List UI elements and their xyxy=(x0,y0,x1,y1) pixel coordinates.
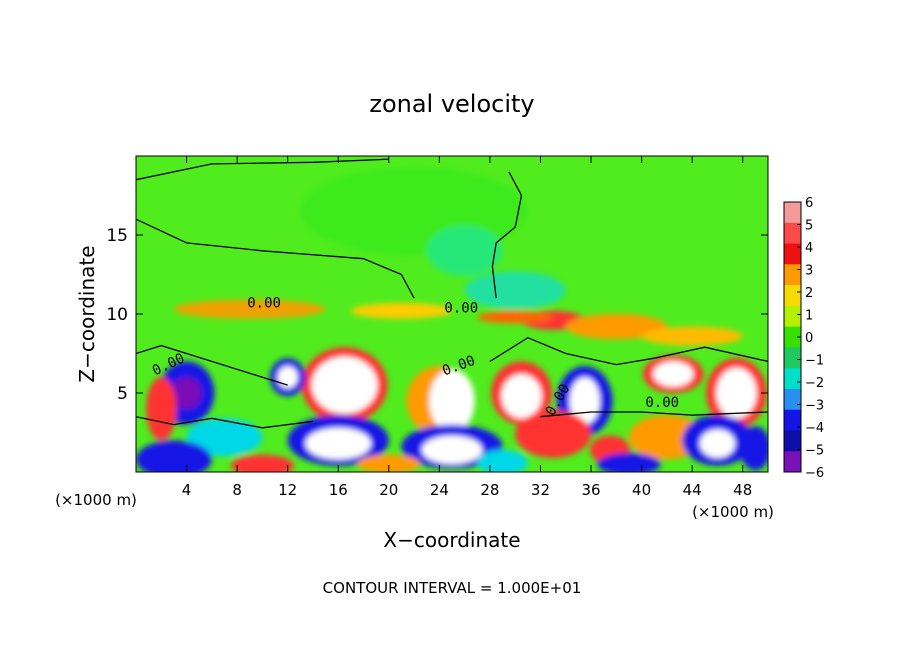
chart-title: zonal velocity xyxy=(369,90,534,118)
x-tick-label: 20 xyxy=(379,481,398,499)
contour-line xyxy=(540,411,768,418)
heatmap-field xyxy=(136,156,768,472)
x-tick-label: 4 xyxy=(182,481,192,499)
velocity-anomaly xyxy=(146,377,177,441)
colorbar-tick-label: 2 xyxy=(805,286,813,301)
velocity-anomaly xyxy=(350,302,452,319)
colorbar-tick-label: 6 xyxy=(805,196,813,211)
velocity-anomaly xyxy=(740,426,768,471)
colorbar-swatch xyxy=(784,285,801,307)
velocity-anomaly xyxy=(464,271,566,310)
velocity-anomaly xyxy=(716,367,757,419)
y-tick-label: 5 xyxy=(117,384,128,404)
velocity-anomaly xyxy=(357,454,421,472)
y-axis: 5 10 15 xyxy=(106,226,768,404)
velocity-anomaly xyxy=(652,361,694,387)
colorbar: 6 5 4 3 2 1 0 −1 −2 −3 −4 −5 −6 xyxy=(783,196,824,481)
x-tick-label: 40 xyxy=(632,481,651,499)
x-unit-right: (×1000 m) xyxy=(692,503,774,521)
contour-line xyxy=(136,218,415,299)
velocity-anomaly xyxy=(699,429,736,458)
contour-line xyxy=(136,416,314,429)
velocity-anomaly xyxy=(136,440,212,472)
velocity-anomaly xyxy=(477,449,528,472)
velocity-anomaly xyxy=(186,418,263,457)
y-axis-label: Z−coordinate xyxy=(75,245,99,382)
velocity-anomaly xyxy=(426,225,503,277)
x-tick-label: 48 xyxy=(733,481,752,499)
x-tick-label: 16 xyxy=(329,481,348,499)
velocity-anomaly xyxy=(421,435,483,465)
colorbar-swatch xyxy=(784,202,801,224)
y-tick-label: 10 xyxy=(106,305,128,325)
colorbar-swatch xyxy=(784,451,801,473)
colorbar-tick-label: −6 xyxy=(805,466,824,481)
velocity-anomaly xyxy=(641,326,743,346)
x-axis: 4 8 12 16 20 24 28 32 36 40 44 48 xyxy=(182,156,752,499)
colorbar-swatch xyxy=(784,388,801,411)
velocity-anomaly xyxy=(173,299,326,319)
velocity-anomaly xyxy=(565,314,667,340)
velocity-anomaly xyxy=(477,310,554,324)
contour-line xyxy=(136,158,389,181)
velocity-anomaly xyxy=(311,356,378,414)
colorbar-swatch xyxy=(784,243,801,265)
x-tick-label: 44 xyxy=(683,481,702,499)
colorbar-swatch xyxy=(784,326,801,348)
velocity-anomaly xyxy=(277,366,298,389)
colorbar-tick-label: 0 xyxy=(805,331,813,346)
contour-label: 0.00 xyxy=(444,300,478,316)
colorbar-tick-label: −1 xyxy=(805,354,824,369)
colorbar-tick-label: 5 xyxy=(805,219,813,234)
colorbar-tick-label: −3 xyxy=(805,399,824,414)
velocity-anomaly xyxy=(515,410,592,458)
x-tick-label: 8 xyxy=(232,481,242,499)
colorbar-tick-label: 4 xyxy=(805,241,813,256)
x-tick-label: 28 xyxy=(480,481,499,499)
x-tick-label: 24 xyxy=(430,481,449,499)
contour-label: 0.00 xyxy=(645,395,679,411)
colorbar-tick-label: 1 xyxy=(805,309,813,324)
colorbar-swatch xyxy=(784,368,801,390)
velocity-anomaly xyxy=(429,369,475,433)
x-unit-left: (×1000 m) xyxy=(55,491,137,509)
contour-label: 0.00 xyxy=(247,296,281,312)
colorbar-swatch xyxy=(784,347,801,369)
colorbar-swatch xyxy=(784,305,801,328)
contour-line xyxy=(491,171,523,299)
x-axis-label: X−coordinate xyxy=(383,528,520,552)
x-tick-label: 12 xyxy=(278,481,297,499)
x-tick-label: 36 xyxy=(581,481,600,499)
x-tick-label: 32 xyxy=(531,481,550,499)
colorbar-swatch xyxy=(784,264,801,286)
contour-line xyxy=(489,336,768,366)
colorbar-tick-label: −4 xyxy=(805,421,824,436)
colorbar-tick-label: −2 xyxy=(805,376,824,391)
contour-interval-note: CONTOUR INTERVAL = 1.000E+01 xyxy=(323,579,582,597)
velocity-anomaly xyxy=(501,374,542,419)
colorbar-tick-label: 3 xyxy=(805,264,813,279)
y-tick-label: 15 xyxy=(106,226,128,246)
velocity-anomalies xyxy=(136,167,768,472)
contour-line xyxy=(136,344,288,386)
zero-contours xyxy=(136,158,768,429)
colorbar-swatch xyxy=(784,409,801,431)
colorbar-swatch xyxy=(784,222,801,245)
velocity-anomaly xyxy=(230,454,294,472)
colorbar-swatch xyxy=(784,430,801,452)
colorbar-tick-label: −5 xyxy=(805,444,824,459)
velocity-anomaly xyxy=(171,377,202,409)
velocity-anomaly xyxy=(305,427,372,460)
velocity-anomaly xyxy=(597,453,661,472)
